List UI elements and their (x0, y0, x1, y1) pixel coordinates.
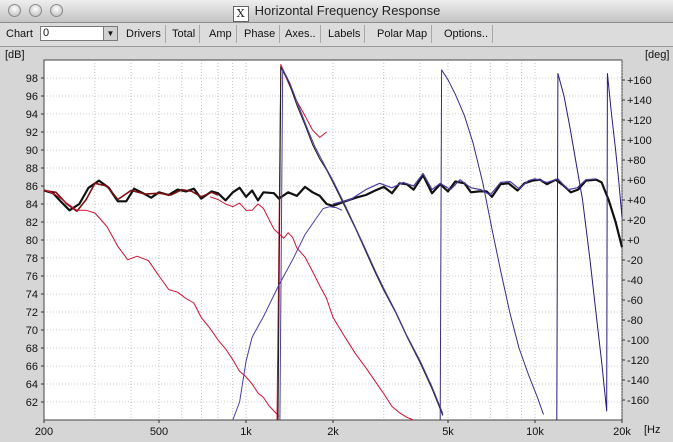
minimize-window-button[interactable] (29, 4, 42, 17)
left-tick-label: 94 (26, 109, 38, 121)
right-tick-label: +140 (627, 95, 652, 107)
right-tick-label: -40 (627, 275, 643, 287)
x-tick-label: 1k (240, 426, 252, 437)
toolbar: Chart 0 ▼ Drivers Total Amp Phase Axes..… (0, 23, 673, 47)
series-line (232, 206, 343, 421)
chart-label: Chart (6, 28, 33, 40)
right-tick-label: +160 (627, 75, 652, 87)
x-tick-label: 20k (613, 426, 631, 437)
series-line (43, 174, 624, 248)
left-tick-label: 70 (26, 325, 38, 337)
x-tick-label: 200 (35, 426, 53, 437)
close-window-button[interactable] (8, 4, 21, 17)
left-tick-label: 62 (26, 397, 38, 409)
right-tick-label: +0 (627, 235, 640, 247)
axes-button[interactable]: Axes.. (281, 25, 321, 43)
left-axis-unit: [dB] (5, 49, 25, 61)
right-axis: +160 +140 +120 +100 +80 +60 +40 +20 +0 -20 -40 -60 -… (622, 75, 652, 407)
title-bar: X Horizontal Frequency Response (0, 0, 673, 23)
right-tick-label: +80 (627, 155, 646, 167)
x-tick-label: 5k (442, 426, 454, 437)
left-axis: 62 64 66 68 70 72 74 76 78 80 82 84 86 88 90 92 94 96 98 (26, 73, 44, 409)
plot-area: 62 64 66 68 70 72 74 76 78 80 82 84 86 88 90 92 94 96 98 +… (0, 47, 673, 438)
right-tick-label: -80 (627, 315, 643, 327)
right-tick-label: -120 (627, 355, 649, 367)
left-tick-label: 98 (26, 73, 38, 85)
chevron-down-icon[interactable]: ▼ (103, 27, 117, 40)
right-tick-label: -140 (627, 375, 649, 387)
left-tick-label: 88 (26, 163, 38, 175)
left-tick-label: 86 (26, 181, 38, 193)
right-tick-label: +20 (627, 215, 646, 227)
left-tick-label: 80 (26, 235, 38, 247)
left-tick-label: 64 (26, 379, 38, 391)
right-tick-label: +120 (627, 115, 652, 127)
series-line (209, 196, 414, 421)
series-line (43, 189, 280, 417)
left-tick-label: 66 (26, 361, 38, 373)
left-tick-label: 68 (26, 343, 38, 355)
series-line (439, 69, 544, 421)
grid (44, 60, 623, 420)
x-tick-label: 500 (150, 426, 168, 437)
left-tick-label: 74 (26, 289, 38, 301)
labels-button[interactable]: Labels (324, 25, 366, 43)
right-tick-label: -160 (627, 395, 649, 407)
left-tick-label: 82 (26, 217, 38, 229)
frequency-response-chart: 62 64 66 68 70 72 74 76 78 80 82 84 86 88 90 92 94 96 98 +… (5, 49, 669, 438)
left-tick-label: 90 (26, 145, 38, 157)
left-tick-label: 92 (26, 127, 38, 139)
right-tick-label: -60 (627, 295, 643, 307)
left-tick-label: 76 (26, 271, 38, 283)
series-line (556, 73, 623, 421)
x-axis: 200 500 1k 2k 5k 10k 20k (35, 420, 631, 438)
chart-select-value: 0 (43, 27, 50, 39)
right-tick-label: -20 (627, 255, 643, 267)
right-tick-label: +100 (627, 135, 652, 147)
left-tick-label: 72 (26, 307, 38, 319)
x-axis-unit: [Hz (644, 424, 661, 436)
left-tick-label: 96 (26, 91, 38, 103)
x-tick-label: 10k (526, 426, 544, 437)
left-tick-label: 84 (26, 199, 38, 211)
series-line (43, 182, 219, 212)
series-line (279, 68, 444, 421)
right-tick-label: -100 (627, 335, 649, 347)
total-button[interactable]: Total (168, 25, 201, 43)
series-line (276, 64, 327, 421)
zoom-window-button[interactable] (50, 4, 63, 17)
window-title: Horizontal Frequency Response (254, 3, 441, 18)
phase-button[interactable]: Phase (240, 25, 281, 43)
right-tick-label: +60 (627, 175, 646, 187)
chart-select[interactable]: 0 ▼ (40, 26, 118, 41)
window-title-group: X Horizontal Frequency Response (0, 3, 673, 22)
polar-map-button[interactable]: Polar Map (373, 25, 433, 43)
x11-icon: X (232, 6, 249, 22)
series-line (332, 172, 597, 205)
right-axis-unit: [deg] (645, 49, 669, 61)
left-tick-label: 78 (26, 253, 38, 265)
right-tick-label: +40 (627, 195, 646, 207)
drivers-button[interactable]: Drivers (122, 25, 166, 43)
amp-button[interactable]: Amp (205, 25, 237, 43)
x-tick-label: 2k (327, 426, 339, 437)
series-layer (43, 64, 624, 421)
options-button[interactable]: Options.. (440, 25, 494, 43)
